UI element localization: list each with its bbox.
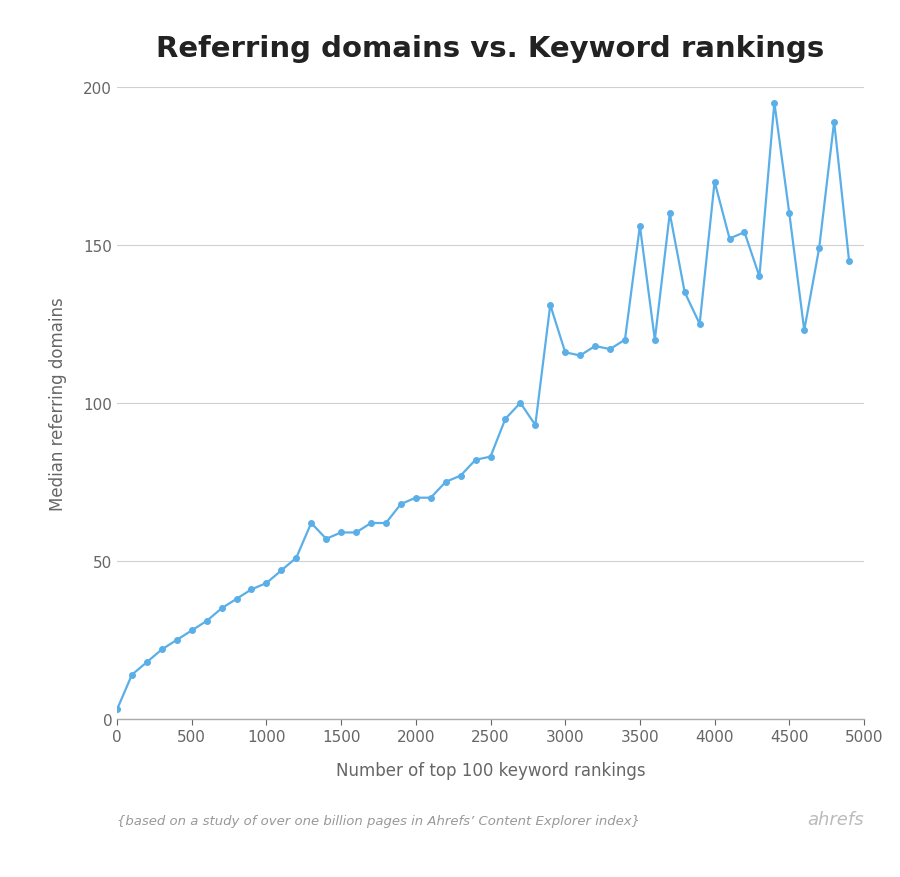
Text: {based on a study of over one billion pages in Ahrefs’ Content Explorer index}: {based on a study of over one billion pa…	[117, 815, 640, 827]
Title: Referring domains vs. Keyword rankings: Referring domains vs. Keyword rankings	[157, 35, 824, 63]
Text: ahrefs: ahrefs	[807, 810, 864, 829]
X-axis label: Number of top 100 keyword rankings: Number of top 100 keyword rankings	[336, 761, 645, 779]
Y-axis label: Median referring domains: Median referring domains	[49, 296, 67, 510]
